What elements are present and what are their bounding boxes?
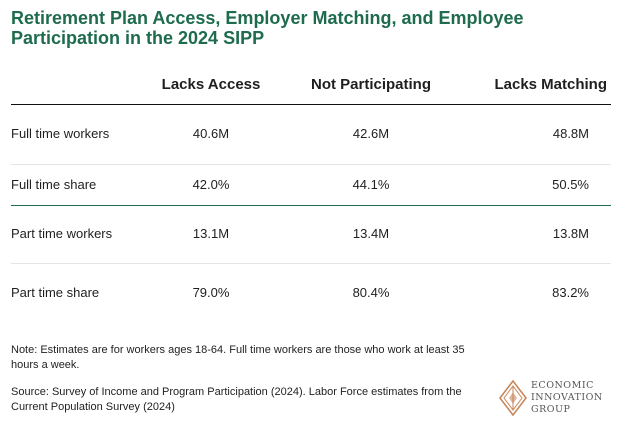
logo-line: INNOVATION [531, 392, 603, 403]
table-header-row: Lacks Access Not Participating Lacks Mat… [11, 66, 611, 105]
logo-line: GROUP [531, 404, 571, 415]
table-cell: 40.6M [131, 104, 291, 165]
table-cell: 42.6M [291, 104, 451, 165]
table-row: Part time share 79.0% 80.4% 83.2% [11, 263, 611, 323]
footnote: Note: Estimates are for workers ages 18-… [11, 344, 465, 371]
row-label: Part time share [11, 285, 100, 301]
table-cell: 13.8M [451, 205, 611, 264]
source-note: Source: Survey of Income and Program Par… [11, 386, 462, 413]
table-cell: 44.1% [291, 164, 451, 206]
table-cell: 80.4% [352, 285, 390, 301]
table-cell: 83.2% [552, 285, 589, 301]
row-label: Part time workers [11, 205, 131, 264]
eig-logo: ECONOMIC INNOVATION GROUP [499, 378, 619, 418]
table-cell: 42.0% [131, 164, 291, 206]
logo-wordmark: ECONOMIC INNOVATION GROUP [531, 380, 603, 416]
data-table: Lacks Access Not Participating Lacks Mat… [11, 66, 611, 323]
table-cell: 50.5% [451, 164, 611, 206]
table-cell: 48.8M [451, 104, 611, 165]
table-cell: 79.0% [192, 285, 230, 301]
chart-title: Retirement Plan Access, Employer Matchin… [11, 8, 524, 48]
table-row: Full time share 42.0% 44.1% 50.5% [11, 164, 611, 206]
diamond-logo-icon [499, 380, 527, 416]
row-label: Full time share [11, 164, 131, 206]
column-header: Lacks Matching [451, 66, 611, 105]
table-row: Full time workers 40.6M 42.6M 48.8M [11, 104, 611, 165]
table-cell: 13.1M [131, 205, 291, 264]
logo-line: ECONOMIC [531, 380, 594, 391]
column-header: Not Participating [291, 66, 451, 105]
row-label: Full time workers [11, 104, 131, 165]
table-row: Part time workers 13.1M 13.4M 13.8M [11, 205, 611, 264]
column-header: Lacks Access [131, 66, 291, 105]
row-header-cell [11, 66, 131, 105]
table-cell: 13.4M [291, 205, 451, 264]
